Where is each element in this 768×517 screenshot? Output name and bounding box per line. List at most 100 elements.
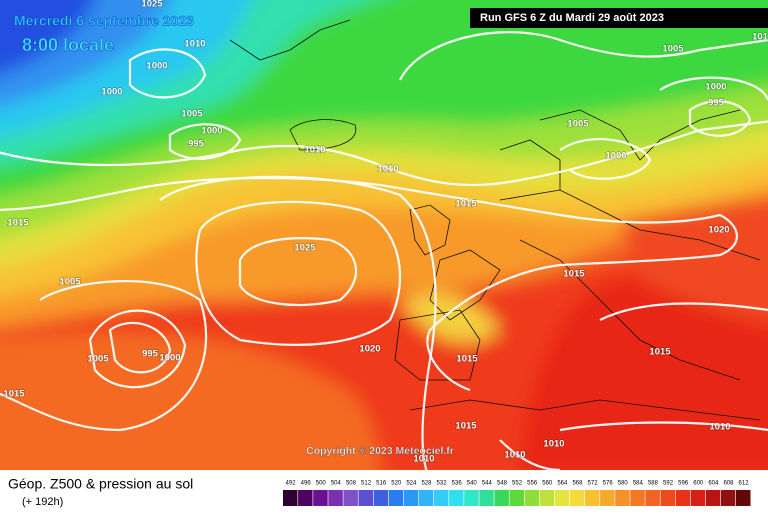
isobar-label: 101	[752, 32, 768, 43]
scale-label: 576	[603, 481, 614, 487]
scale-swatch	[509, 490, 524, 506]
scale-label: 588	[648, 481, 659, 487]
scale-label: 568	[572, 481, 583, 487]
isobar-label: 1015	[3, 389, 25, 400]
scale-swatch	[434, 490, 449, 506]
scale-swatch	[298, 490, 313, 506]
scale-swatch	[388, 490, 404, 506]
scale-swatch	[283, 490, 298, 506]
scale-swatch	[705, 490, 721, 506]
scale-swatch	[585, 490, 600, 506]
scale-label: 600	[693, 481, 704, 487]
scale-label: 512	[361, 481, 372, 487]
scale-swatch	[569, 490, 585, 506]
scale-label: 520	[391, 481, 402, 487]
scale-swatch	[479, 490, 494, 506]
scale-swatch	[645, 490, 660, 506]
isobar-label: 1010	[504, 450, 525, 461]
scale-label: 540	[467, 481, 478, 487]
scale-swatch	[615, 490, 630, 506]
scale-swatch	[403, 490, 419, 506]
run-info: Run GFS 6 Z du Mardi 29 août 2023	[480, 12, 664, 24]
scale-label: 536	[452, 481, 463, 487]
isobar-label: 1010	[413, 454, 434, 465]
isobar-label: 1025	[294, 243, 316, 254]
run-banner	[470, 8, 768, 28]
isobar-label: 1015	[649, 347, 671, 358]
scale-label: 516	[376, 481, 387, 487]
scale-swatch	[464, 490, 479, 506]
scale-swatch	[720, 490, 736, 506]
isobar-label: 1025	[141, 0, 163, 10]
footer-title: Géop. Z500 & pression au sol	[8, 476, 193, 492]
scale-label: 560	[542, 481, 553, 487]
scale-swatch	[660, 490, 675, 506]
isobar-label: 1010	[304, 145, 325, 156]
scale-label: 608	[723, 481, 734, 487]
scale-label: 548	[497, 481, 508, 487]
forecast-date: Mercredi 6 septembre 2023	[14, 13, 194, 29]
scale-swatch	[313, 490, 328, 506]
isobar-label: 1005	[567, 119, 589, 130]
scale-label: 528	[421, 481, 432, 487]
isobar-label: 1020	[359, 344, 380, 355]
scale-label: 544	[482, 481, 493, 487]
scale-label: 504	[331, 481, 342, 487]
scale-label: 604	[708, 481, 719, 487]
isobar-label: 1020	[708, 225, 729, 236]
isobar-label: 1005	[87, 354, 109, 365]
scale-swatch	[524, 490, 540, 506]
isobar-label: 1005	[59, 277, 81, 288]
scale-swatch	[418, 490, 434, 506]
isobar-label: 1000	[705, 82, 726, 93]
isobar-label: 995	[708, 98, 725, 109]
isobar-label: 1010	[377, 164, 398, 175]
coastlines	[229, 19, 761, 421]
scale-swatch	[600, 490, 615, 506]
isobar-label: 1010	[709, 422, 730, 433]
isobar-label: 1010	[184, 39, 205, 50]
scale-label: 572	[588, 481, 599, 487]
scale-swatch	[373, 490, 389, 506]
isobar-label: 1005	[662, 44, 684, 55]
isobar-label: 995	[142, 349, 159, 360]
isobar-label: 1000	[605, 151, 626, 162]
footer-subtitle: (+ 192h)	[22, 496, 63, 508]
isobar-label: 1005	[181, 109, 203, 120]
scale-label: 592	[663, 481, 674, 487]
isobar-label: 995	[188, 139, 205, 150]
color-scale: 492 496 500 504 508 512 516 520 524 528 532 536 540 5…	[283, 481, 751, 506]
isobar-label: 1015	[456, 354, 478, 365]
isobar-label: 1000	[159, 353, 180, 364]
isobar-label: 1015	[563, 269, 585, 280]
scale-swatch	[554, 490, 570, 506]
isobar-label: 1015	[455, 199, 477, 210]
scale-label: 524	[406, 481, 417, 487]
scale-swatch	[539, 490, 555, 506]
isobar-label: 1015	[7, 218, 29, 229]
scale-swatch	[690, 490, 706, 506]
isobar-label: 1015	[455, 421, 477, 432]
isobar-label: 1000	[201, 126, 222, 137]
field: 1025101010001000100510009951010101010151…	[0, 0, 768, 470]
scale-swatch	[630, 490, 645, 506]
isobar-labels: 1025101010001000100510009951010101010151…	[3, 0, 768, 465]
scale-label: 580	[618, 481, 629, 487]
isobar-label: 1000	[101, 87, 122, 98]
scale-label: 596	[678, 481, 689, 487]
scale-label: 564	[557, 481, 568, 487]
scale-label: 556	[527, 481, 538, 487]
scale-swatch	[343, 490, 358, 506]
scale-label: 496	[301, 481, 312, 487]
scale-swatch	[494, 490, 509, 506]
scale-label: 532	[437, 481, 448, 487]
scale-label: 584	[633, 481, 644, 487]
scale-label: 492	[286, 481, 297, 487]
scale-swatch	[449, 490, 464, 506]
forecast-time: 8:00 locale	[22, 35, 114, 55]
scale-swatch	[328, 490, 343, 506]
scale-swatch	[675, 490, 691, 506]
scale-label: 552	[512, 481, 523, 487]
scale-label: 508	[346, 481, 357, 487]
